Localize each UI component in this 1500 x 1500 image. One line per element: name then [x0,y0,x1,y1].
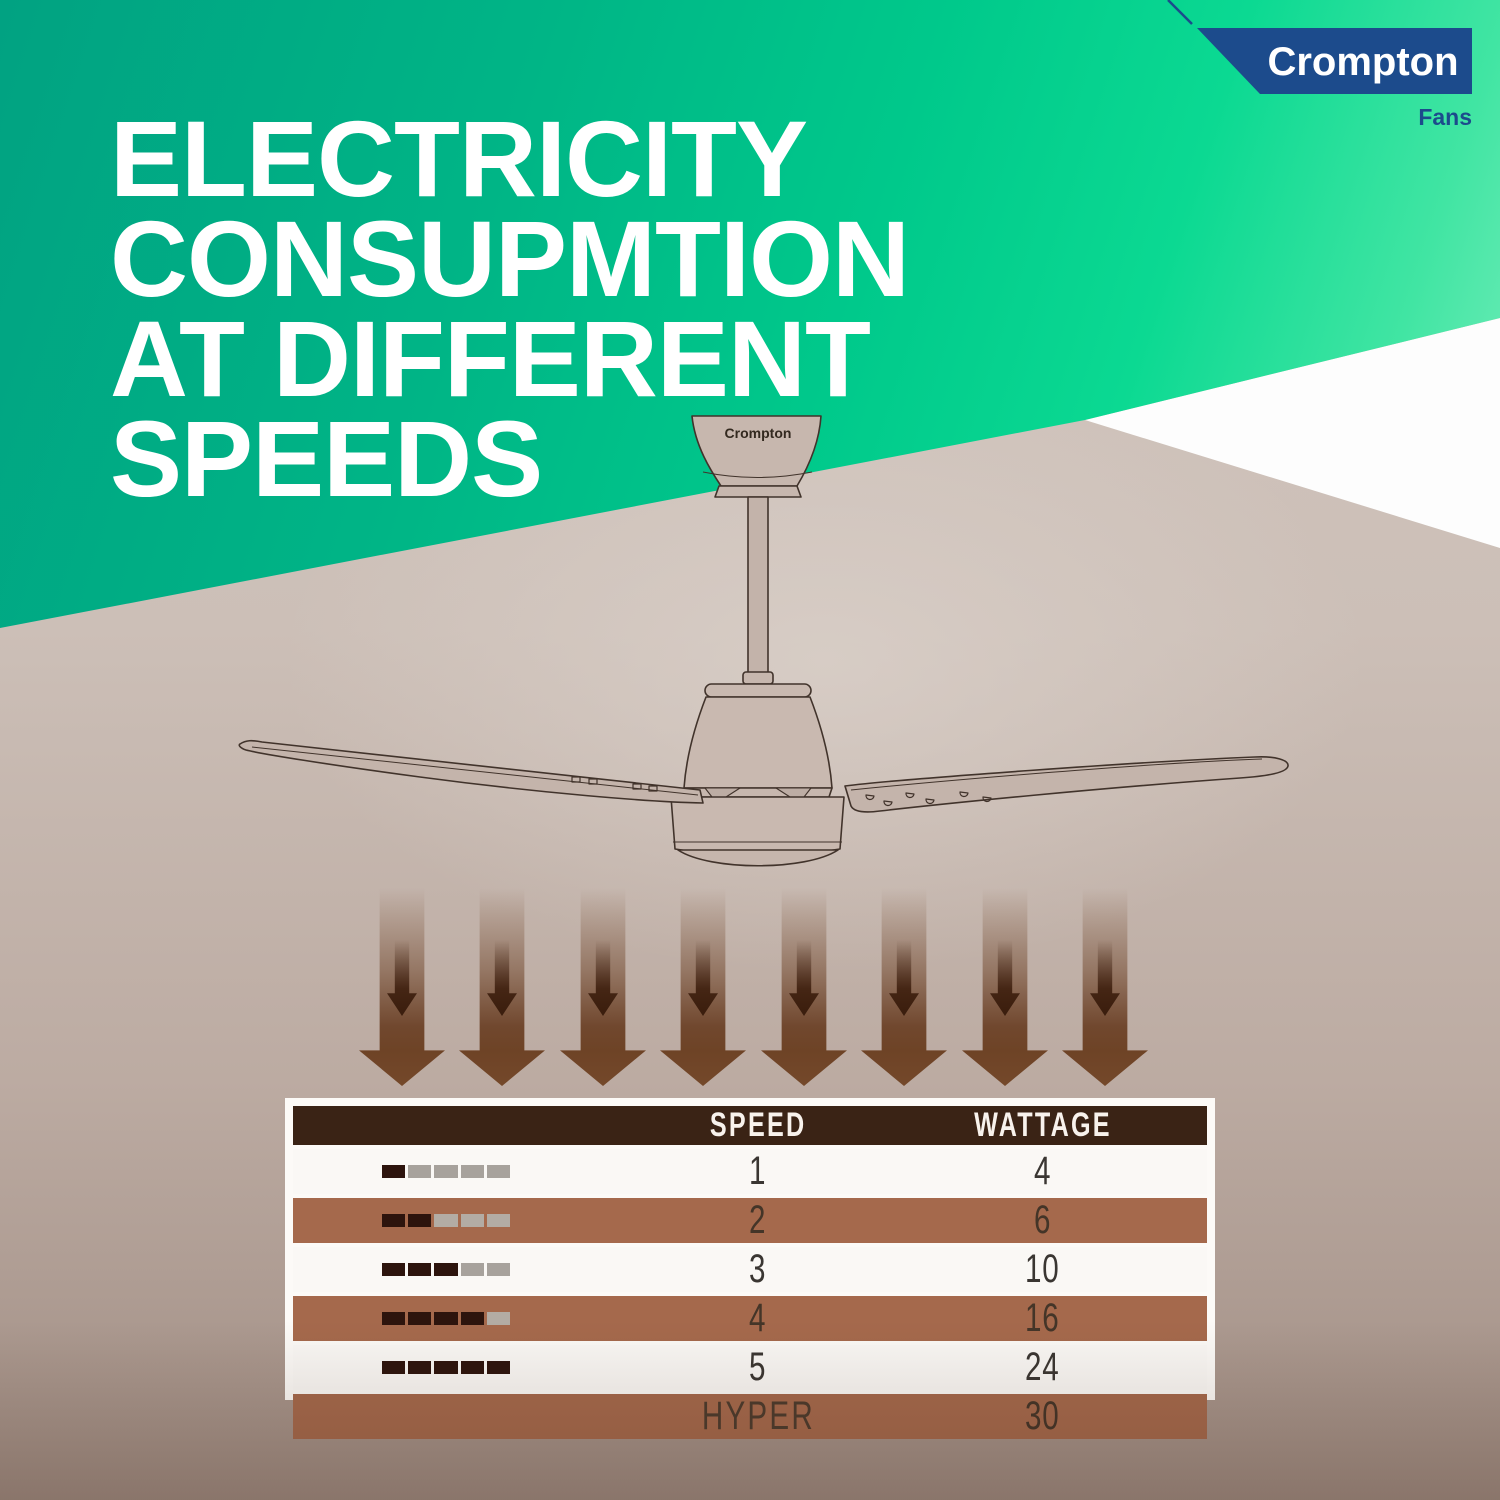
speed-level-indicator [382,1312,511,1325]
wattage-cell: 4 [1033,1149,1052,1193]
segment-empty [434,1214,458,1227]
fan-downrod [747,496,769,676]
segment-filled [408,1263,432,1276]
fan-motor-cap [704,683,812,698]
fan-motor-housing [683,696,833,789]
fan-canopy-collar [714,485,802,498]
airflow-arrow [861,888,947,1086]
segment-empty [460,1214,484,1227]
table-row: 2 6 [293,1198,1207,1243]
table-row: 5 24 [293,1345,1207,1390]
fan-blade-right-holes [865,791,992,807]
fan-canopy-label: Crompton [725,425,792,441]
segment-filled [382,1312,406,1325]
wattage-cell: 10 [1025,1247,1060,1291]
speed-level-indicator [382,1263,511,1276]
table-row: 3 10 [293,1247,1207,1292]
fan-blade-left [238,739,704,804]
airflow-arrow [560,888,646,1086]
segment-empty [408,1165,432,1178]
speed-column-header: SPEED [709,1106,807,1144]
speed-cell: 1 [749,1149,767,1193]
segment-filled [434,1263,458,1276]
segment-filled [434,1312,458,1325]
fan-canopy-seam [702,471,813,479]
segment-filled [382,1263,406,1276]
fan-blade-left-ridge [251,746,699,796]
segment-filled [486,1361,511,1374]
crompton-logo: Crompton Fans [1167,0,1472,130]
speed-level-indicator [382,1214,511,1227]
segment-filled [382,1165,406,1178]
segment-filled [434,1361,458,1374]
speed-cell: HYPER [701,1394,815,1438]
segment-filled [408,1312,432,1325]
logo-division-label: Fans [1418,104,1472,130]
speed-level-indicator [382,1361,511,1374]
fan-bottom-dome [677,849,839,867]
consumption-table: SPEED WATTAGE 1 4 2 6 3 10 4 16 5 24 [285,1098,1215,1439]
logo-wordmark: Crompton [1267,40,1458,84]
speed-cell: 2 [749,1198,767,1242]
headline-line-3: AT DIFFERENT [110,298,871,419]
segment-filled [460,1361,484,1374]
speed-cell: 4 [749,1296,767,1340]
segment-empty [434,1165,458,1178]
wattage-cell: 6 [1033,1198,1052,1242]
airflow-arrow [660,888,746,1086]
segment-empty [486,1312,511,1325]
ceiling-fan-illustration: Crompton [238,415,1289,867]
segment-empty [460,1263,484,1276]
airflow-arrow [761,888,847,1086]
headline-line-1: ELECTRICITY [110,98,808,219]
segment-filled [408,1214,432,1227]
airflow-arrow [359,888,445,1086]
airflow-arrow [1062,888,1148,1086]
table-row: 4 16 [293,1296,1207,1341]
segment-filled [382,1361,406,1374]
speed-cell: 3 [749,1247,767,1291]
fan-blade-right-ridge [850,758,1263,791]
logo-banner [1197,28,1472,94]
segment-empty [486,1263,511,1276]
headline-line-2: CONSUPMTION [110,198,910,319]
segment-empty [460,1165,484,1178]
segment-filled [460,1312,484,1325]
fan-blade-right [844,756,1289,813]
wattage-cell: 30 [1025,1394,1060,1438]
segment-empty [486,1214,511,1227]
wattage-cell: 16 [1025,1296,1060,1340]
airflow-arrow [459,888,545,1086]
headline: ELECTRICITY CONSUPMTION AT DIFFERENT SPE… [110,98,910,519]
wattage-cell: 24 [1025,1345,1060,1389]
fan-blade-left-screws [571,776,658,792]
headline-line-4: SPEEDS [110,398,543,519]
speed-cell: 5 [749,1345,767,1389]
segment-filled [408,1361,432,1374]
fan-rod-joint [742,671,774,685]
table-row-hyper: HYPER 30 [293,1394,1207,1439]
fan-lower-housing [670,796,845,856]
logo-thread-line [1167,0,1193,25]
speed-level-indicator [382,1165,511,1178]
airflow-arrow [962,888,1048,1086]
segment-filled [382,1214,406,1227]
table-header-row: SPEED WATTAGE [293,1106,1207,1145]
segment-empty [486,1165,511,1178]
table-row: 1 4 [293,1149,1207,1194]
wattage-column-header: WATTAGE [973,1106,1112,1144]
